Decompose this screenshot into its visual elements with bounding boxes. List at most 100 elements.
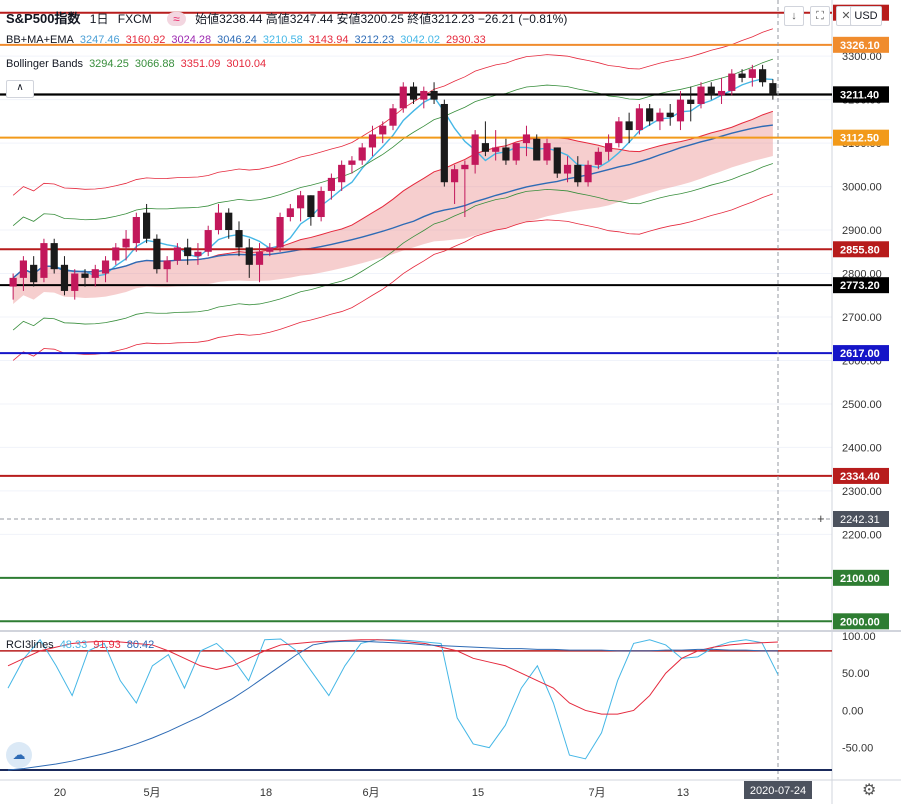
candle-body [389, 108, 397, 126]
ichimoku-cloud [13, 111, 773, 304]
candle-body [184, 247, 192, 257]
rci-series-line [7, 640, 778, 771]
rci-value: 48.33 [59, 639, 88, 651]
level-tag [833, 241, 889, 258]
candle-body [81, 273, 89, 278]
bollinger-value: 3066.88 [134, 58, 175, 70]
candle-body [338, 164, 346, 183]
candle-body [676, 99, 685, 122]
candle-body [132, 217, 140, 244]
candle-body [594, 151, 602, 165]
rci-value: 80.42 [126, 639, 155, 651]
candle-body [461, 164, 469, 170]
rci-value: 91.93 [93, 639, 121, 651]
x-tick-label: 5月 [143, 787, 160, 799]
candle-body [553, 147, 561, 174]
rci-tick-label: -50.00 [842, 743, 873, 755]
candle-body [204, 230, 212, 252]
candle-body [563, 164, 572, 174]
candle-body [728, 73, 736, 91]
candle-body [101, 260, 110, 274]
candle-body [379, 125, 387, 135]
date-label: 2020-07-24 [750, 785, 806, 797]
candle-body [399, 86, 407, 109]
legend-bollinger[interactable]: Bollinger Bands 3294.25 3066.88 3351.09 3010… [6, 58, 272, 70]
candle-body [471, 134, 479, 165]
candle-body [522, 134, 531, 144]
candle-body [307, 195, 315, 218]
candle-body [122, 238, 130, 248]
candle-body [656, 112, 664, 122]
candle-body [194, 251, 202, 257]
candle-body [492, 147, 500, 152]
collapse-legend-button[interactable]: ∧ [6, 80, 34, 98]
bb-lower2-line [12, 193, 773, 361]
candle-body [440, 103, 448, 183]
candle-body [266, 247, 274, 252]
candle-body [348, 160, 356, 165]
y-tick-label: 2900.00 [842, 225, 882, 237]
candle-body [112, 247, 120, 261]
level-label: 2334.40 [840, 471, 880, 483]
bbmaema-name: BB+MA+EMA [6, 34, 74, 46]
candle-body [143, 212, 151, 239]
level-label: 2773.20 [840, 280, 880, 292]
legend-rci[interactable]: RCI3lines 48.33 91.93 80.42 [6, 639, 160, 651]
status-pill[interactable]: ≈ [167, 12, 186, 26]
level-label: 3326.10 [840, 40, 880, 52]
candle-body [235, 230, 243, 248]
candle-body [738, 73, 746, 78]
candle-body [286, 208, 294, 218]
arrow-down-icon[interactable]: ↓ [784, 6, 804, 26]
candle-body [512, 143, 520, 161]
candle-body [533, 138, 541, 161]
level-label: 2617.00 [840, 348, 880, 360]
x-tick-label: 13 [677, 787, 689, 799]
candle-body [420, 90, 428, 100]
y-tick-label: 3000.00 [842, 182, 882, 194]
tradingview-logo-icon[interactable]: ☁ [6, 742, 32, 768]
candle-body [368, 134, 377, 148]
candle-body [605, 143, 613, 152]
bbmaema-value: 3042.02 [400, 34, 440, 46]
fullscreen-icon[interactable]: ⛶ [810, 6, 830, 26]
rci-tick-label: 100.00 [842, 631, 876, 643]
bbmaema-value: 3210.58 [262, 34, 303, 46]
bbmaema-value: 3247.46 [79, 34, 120, 46]
symbol-title[interactable]: S&P500指数 [6, 11, 81, 26]
candle-body [173, 247, 181, 261]
level-tag [833, 345, 889, 362]
candle-body [19, 260, 27, 278]
bb-upper-line [12, 58, 773, 227]
candle-body [255, 251, 264, 265]
candle-body [717, 90, 726, 96]
ma5-line [12, 78, 773, 279]
legend-bbmaema[interactable]: BB+MA+EMA 3247.46 3160.92 3024.28 3046.24 321… [6, 34, 492, 46]
rci-tick-label: 50.00 [842, 668, 870, 680]
x-tick-label: 6月 [362, 787, 379, 799]
y-tick-label: 2300.00 [842, 486, 882, 498]
y-tick-label: 2700.00 [842, 312, 882, 324]
y-tick-label: 2400.00 [842, 442, 882, 454]
level-label: 2855.80 [840, 244, 880, 256]
candle-body [543, 143, 551, 161]
candle-body [574, 164, 582, 183]
candle-body [163, 260, 171, 270]
y-tick-label: 2200.00 [842, 529, 882, 541]
ma40-line [12, 124, 773, 279]
currency-label[interactable]: USD [850, 6, 882, 26]
bbmaema-value: 3024.28 [171, 34, 212, 46]
candle-body [9, 277, 17, 287]
level-tag [833, 277, 889, 294]
bbmaema-value: 3212.23 [354, 34, 395, 46]
bbmaema-value: 3160.92 [125, 34, 166, 46]
interval-label[interactable]: 1日 [89, 12, 109, 26]
settings-icon[interactable]: ⚙ [862, 782, 877, 799]
candle-body [50, 243, 58, 270]
crosshair-label: 2242.31 [840, 514, 880, 526]
candle-body [358, 147, 366, 161]
candle-body [276, 217, 284, 248]
candle-body [297, 195, 305, 209]
date-tag [744, 781, 812, 799]
